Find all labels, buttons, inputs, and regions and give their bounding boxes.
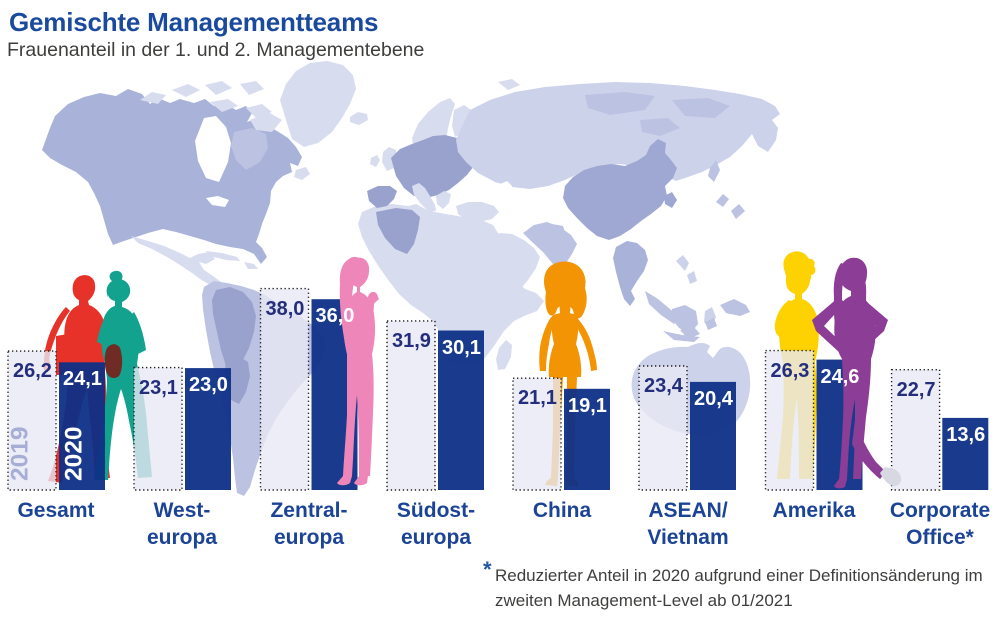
svg-text:2019: 2019 — [7, 426, 34, 481]
svg-text:2020: 2020 — [61, 426, 88, 481]
